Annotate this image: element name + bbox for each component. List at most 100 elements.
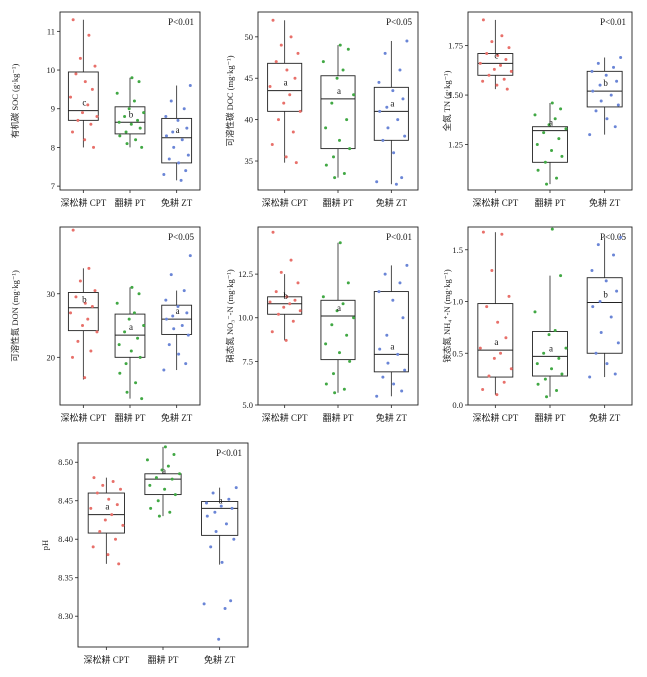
data-point [86,317,90,321]
data-point [547,333,551,337]
data-point [117,562,121,566]
data-point [138,355,142,359]
y-tick-label: 1.75 [448,41,463,51]
data-point [553,328,557,332]
data-point [485,52,489,56]
data-point [95,330,99,334]
data-point [125,390,129,394]
data-point [555,389,559,393]
data-point [127,317,131,321]
data-point [377,290,381,294]
data-point [615,79,619,83]
data-point [509,367,513,371]
data-point [279,43,283,47]
data-point [555,176,559,180]
data-point [499,63,503,67]
data-point [613,372,617,376]
data-point [74,295,78,299]
significance-letter: b [129,109,134,119]
data-point [296,281,300,285]
data-point [288,302,292,306]
data-point [547,123,551,127]
data-point [164,114,168,118]
data-point [123,330,127,334]
category-label: 翻耕 PT [323,197,354,208]
data-point [338,241,342,245]
data-point [400,176,404,180]
data-point [134,381,138,385]
data-point [169,99,173,103]
data-point [145,458,149,462]
y-tick-label: 50 [245,32,254,42]
data-point [137,80,141,84]
y-tick-label: 5.0 [242,400,253,410]
data-point [160,468,164,472]
y-axis-label: 可溶性氮 DON (mg·kg⁻¹) [10,270,20,362]
data-point [588,133,592,137]
data-point [346,281,350,285]
y-axis-label: pH [40,540,50,550]
data-point [293,76,297,80]
data-point [383,272,387,276]
data-point [171,314,175,318]
data-point [89,122,93,126]
box-iqr [114,106,146,135]
category-label: 深松耕 CPT [262,197,308,208]
data-point [227,497,231,501]
y-tick-label: 8.40 [58,534,73,544]
data-point [217,637,221,641]
data-point [533,310,537,314]
box-iqr [320,75,356,150]
data-point [507,46,511,50]
data-point [405,39,409,43]
data-point [535,362,539,366]
box-iqr [144,473,182,496]
data-point [619,235,623,239]
data-point [588,375,592,379]
data-point [171,130,175,134]
data-point [294,161,298,165]
data-point [391,298,395,302]
data-point [83,80,87,84]
data-point [164,134,168,138]
data-point [224,522,228,526]
data-point [596,243,600,247]
data-point [504,336,508,340]
data-point [70,355,74,359]
y-tick-label: 8.45 [58,496,73,506]
chart-svg-ph: 8.30 8.35 8.40 8.45 8.50 pH P<0.01 深松耕 CPT a 翻耕 P… [40,442,249,665]
data-point [594,351,598,355]
data-point [553,117,557,121]
data-point [154,476,158,480]
data-point [598,83,602,87]
data-point [83,301,87,305]
y-tick-label: 40 [245,115,254,125]
data-point [604,279,608,283]
data-point [333,391,337,395]
data-point [81,111,85,115]
data-point [598,300,602,304]
data-point [330,323,334,327]
y-tick-label: 1.50 [448,90,463,100]
p-value-label: P<0.01 [168,17,194,27]
data-point [321,295,325,299]
data-point [490,268,494,272]
data-point [348,359,352,363]
data-point [163,445,167,449]
significance-letter: b [603,290,608,300]
category-label: 翻耕 PT [323,412,354,423]
data-point [138,126,142,130]
data-point [492,356,496,360]
data-point [605,117,609,121]
data-point [114,537,118,541]
data-point [481,18,485,22]
data-point [186,333,190,337]
y-axis-label: 全氮 TN (g·kg⁻¹) [442,70,452,131]
data-point [405,263,409,267]
data-point [381,138,385,142]
data-point [167,343,171,347]
p-value-label: P<0.01 [600,17,626,27]
data-point [188,84,192,88]
data-point [401,97,405,101]
significance-letter: a [337,303,341,313]
